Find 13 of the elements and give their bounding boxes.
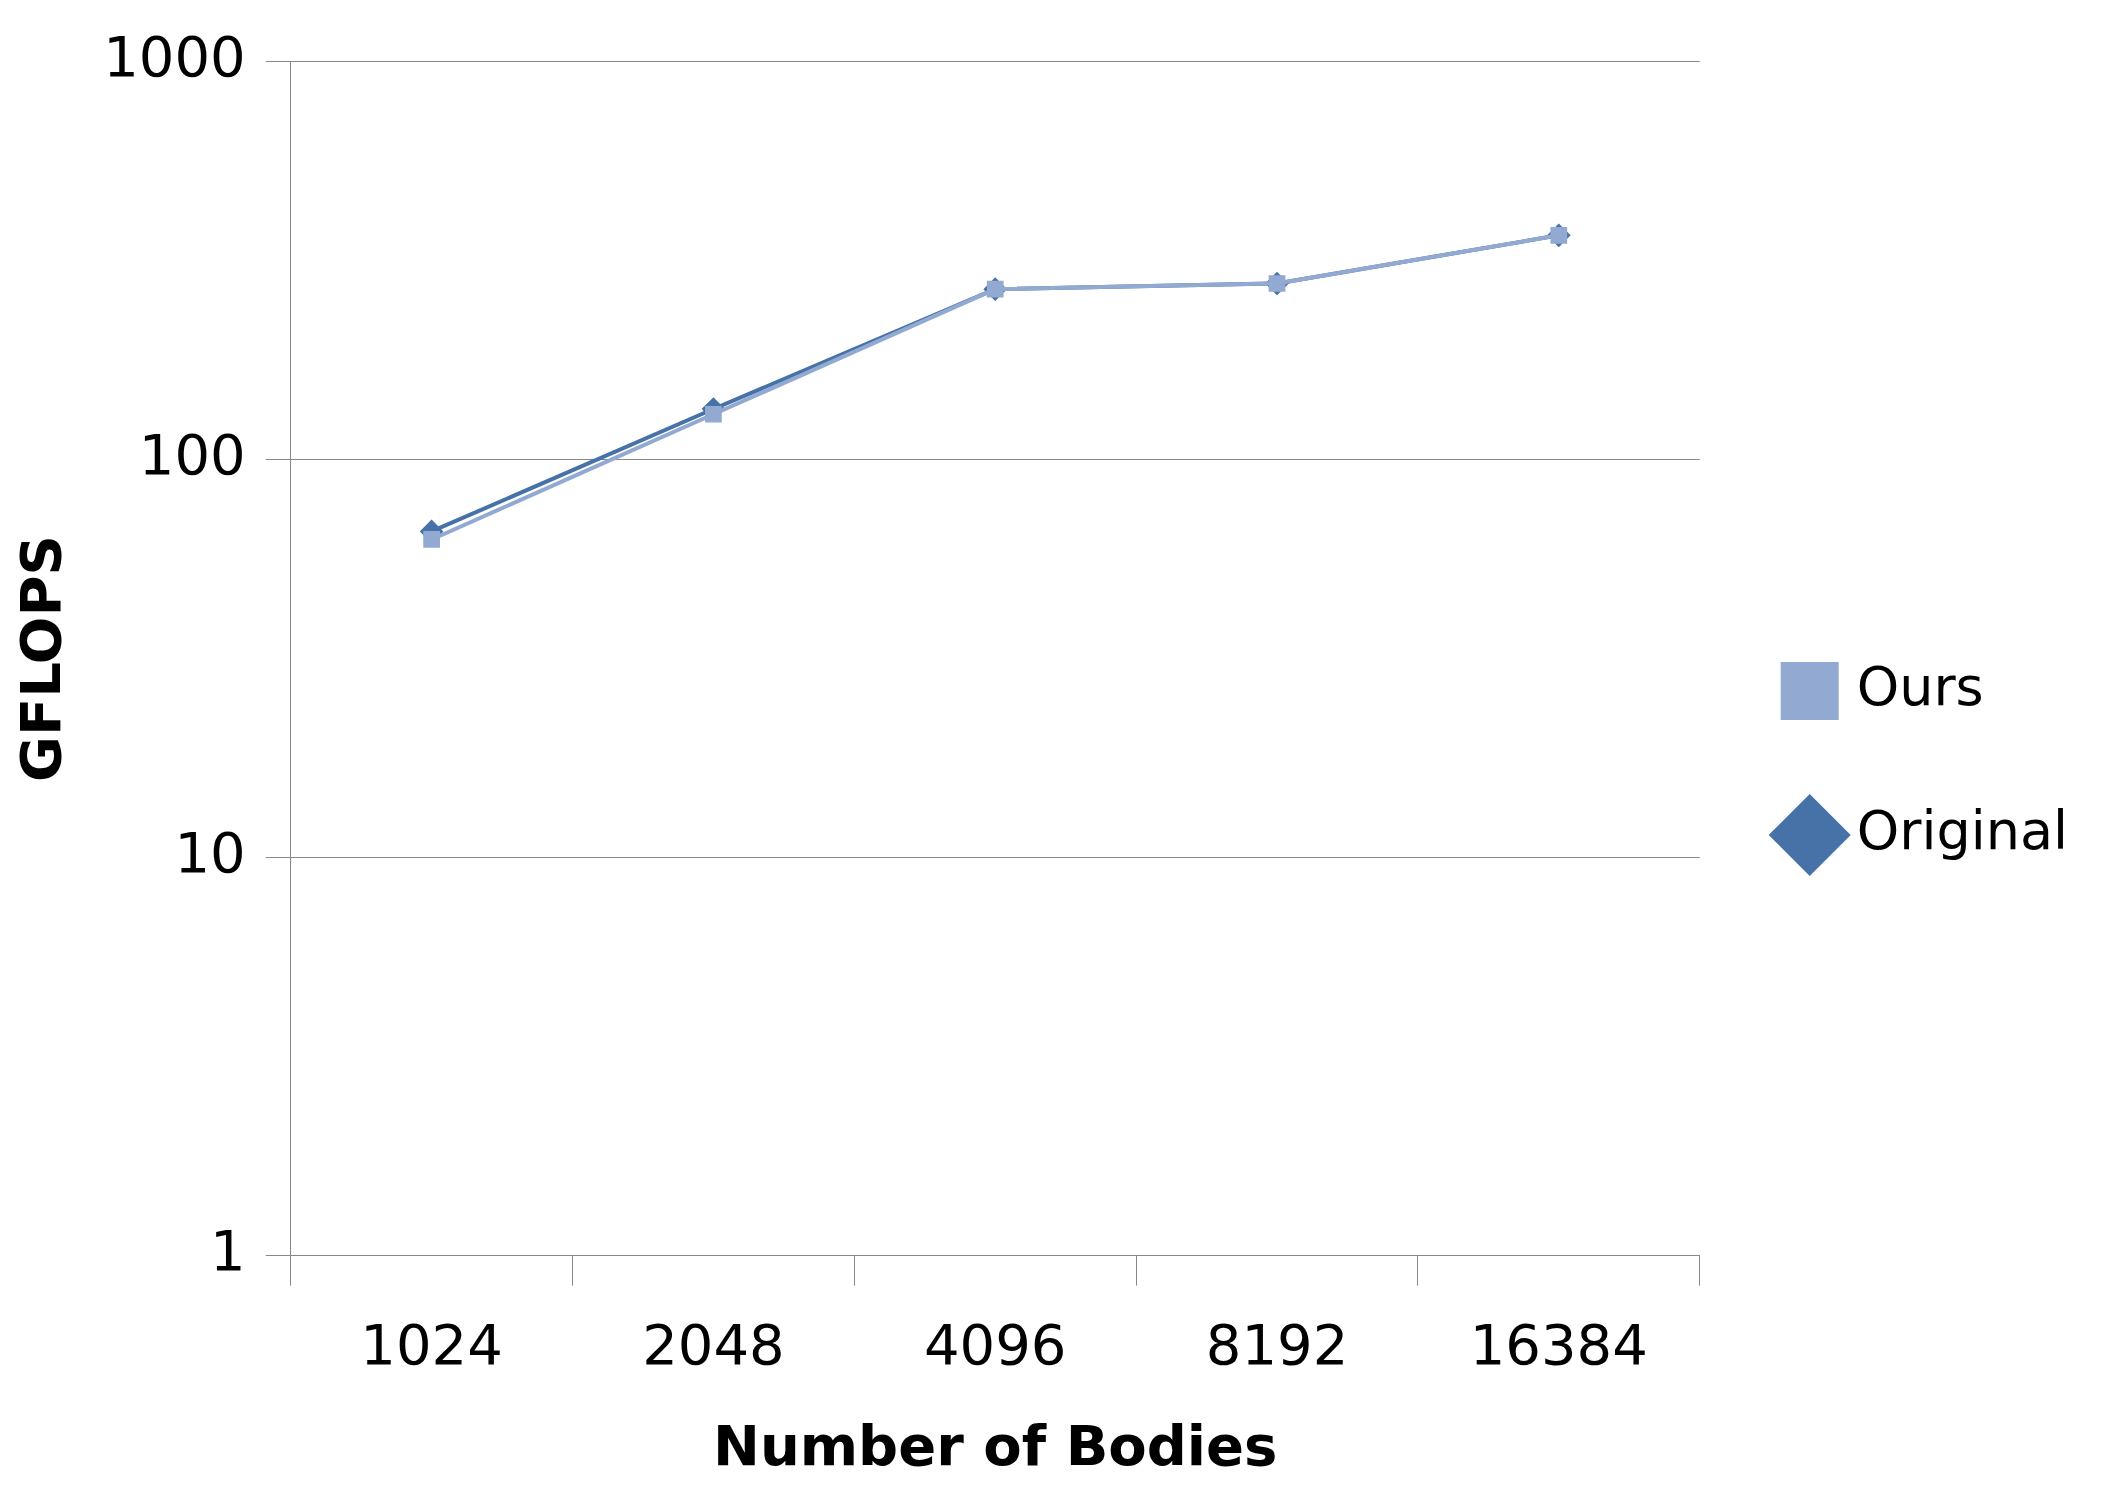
x-tick-label: 1024 [360,1311,503,1377]
y-tick-label: 1 [210,1218,246,1284]
x-tick-label: 2048 [642,1311,785,1377]
x-axis-title: Number of Bodies [713,1412,1278,1478]
x-tick-label: 16384 [1469,1311,1648,1377]
y-axis-title: GFLOPS [8,535,74,783]
legend-label: Ours [1856,655,1984,719]
y-tick-label: 1000 [103,24,246,90]
y-tick-label: 100 [138,422,246,488]
x-tick-label: 8192 [1205,1311,1349,1377]
x-tick-label: 4096 [923,1311,1067,1377]
legend-label: Original [1856,799,2069,863]
y-tick-label: 10 [174,820,246,886]
